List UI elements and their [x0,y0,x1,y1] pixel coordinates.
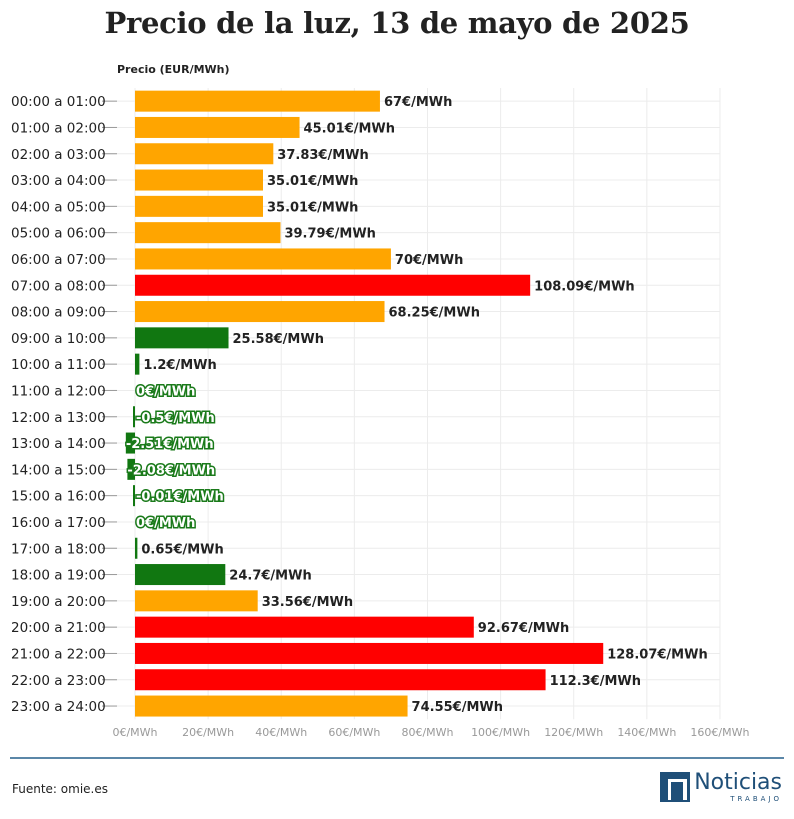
bar [135,564,226,586]
bar [125,432,135,454]
data-label: 24.7€/MWh [229,569,311,584]
bar [135,695,408,717]
x-tick-label: 140€/MWh [617,726,676,739]
data-label: 0€/MWh [136,516,195,531]
y-tick-label: 09:00 a 10:00 [11,331,106,347]
bar [135,195,263,217]
y-tick-label: 20:00 a 21:00 [11,620,106,636]
bar [135,327,229,349]
y-tick-label: 19:00 a 20:00 [11,594,106,610]
bar [135,590,258,612]
y-tick-label: 16:00 a 17:00 [11,515,106,531]
y-tick-label: 15:00 a 16:00 [11,489,106,505]
data-label: 35.01€/MWh [267,200,358,215]
y-tick-label: 18:00 a 19:00 [11,568,106,584]
data-label: -2.08€/MWh [127,463,215,478]
y-tick-label: 00:00 a 01:00 [11,94,106,110]
bar [135,248,391,270]
y-tick-label: 04:00 a 05:00 [11,199,106,215]
data-label: 74.55€/MWh [412,700,503,715]
y-tick-label: 23:00 a 24:00 [11,699,106,715]
y-tick-label: 02:00 a 03:00 [11,147,106,163]
bar [135,90,380,112]
bar [135,169,263,191]
bar [135,616,474,638]
x-tick-label: 40€/MWh [255,726,307,739]
brand-logo[interactable]: Noticias TRABAJO [660,770,782,804]
y-tick-label: 21:00 a 22:00 [11,646,106,662]
data-label: 67€/MWh [384,95,452,110]
data-label: 0€/MWh [136,384,195,399]
noticias-trabajo-logo-icon [660,772,691,802]
y-tick-label: 10:00 a 11:00 [11,357,106,373]
y-tick-label: 01:00 a 02:00 [11,120,106,136]
x-tick-label: 160€/MWh [690,726,749,739]
bar [135,116,300,138]
x-tick-label: 60€/MWh [328,726,380,739]
footer-divider [10,757,784,759]
y-tick-label: 11:00 a 12:00 [11,383,106,399]
data-label: 25.58€/MWh [233,332,324,347]
y-tick-label: 08:00 a 09:00 [11,305,106,321]
y-tick-label: 05:00 a 06:00 [11,226,106,242]
bar [133,485,135,507]
y-tick-label: 22:00 a 23:00 [11,673,106,689]
data-label: 70€/MWh [395,253,463,268]
bar [135,274,531,296]
data-label: 35.01€/MWh [267,174,358,189]
x-tick-label: 100€/MWh [471,726,530,739]
bar [135,301,385,323]
data-label: 108.09€/MWh [534,279,635,294]
y-tick-label: 12:00 a 13:00 [11,410,106,426]
y-tick-label: 14:00 a 15:00 [11,462,106,478]
y-tick-label: 17:00 a 18:00 [11,541,106,557]
y-axis-title: Precio (EUR/MWh) [117,63,230,76]
data-label: -2.51€/MWh [126,437,214,452]
bar [133,406,135,428]
bar [135,143,274,165]
data-label: 0.65€/MWh [141,542,223,557]
y-tick-label: 13:00 a 14:00 [11,436,106,452]
x-tick-label: 20€/MWh [182,726,234,739]
data-label: -0.5€/MWh [136,411,215,426]
brand-subtitle: TRABAJO [730,794,782,803]
y-tick-label: 06:00 a 07:00 [11,252,106,268]
bar [135,669,546,691]
bar-chart: Precio (EUR/MWh) 00:00 a 01:00 67€/MWh 01:0… [11,63,750,739]
data-label: 68.25€/MWh [389,306,480,321]
data-label: 33.56€/MWh [262,595,353,610]
y-tick-label: 07:00 a 08:00 [11,278,106,294]
bar [135,642,604,664]
bar [127,458,135,480]
data-label: 37.83€/MWh [277,148,368,163]
source-note: Fuente: omie.es [12,782,108,796]
bar [135,222,281,244]
x-tick-label: 80€/MWh [401,726,453,739]
data-label: 45.01€/MWh [304,121,395,136]
data-label: 39.79€/MWh [284,227,375,242]
bar [135,353,140,375]
brand-name: Noticias [694,769,782,795]
x-tick-label: 0€/MWh [112,726,157,739]
chart-title: Precio de la luz, 13 de mayo de 2025 [104,6,690,40]
data-label: 112.3€/MWh [550,674,641,689]
data-label: 92.67€/MWh [478,621,569,636]
data-label: 1.2€/MWh [143,358,216,373]
x-tick-label: 120€/MWh [544,726,603,739]
data-label: -0.01€/MWh [136,490,224,505]
y-tick-label: 03:00 a 04:00 [11,173,106,189]
bar [135,537,138,559]
data-label: 128.07€/MWh [607,647,708,662]
